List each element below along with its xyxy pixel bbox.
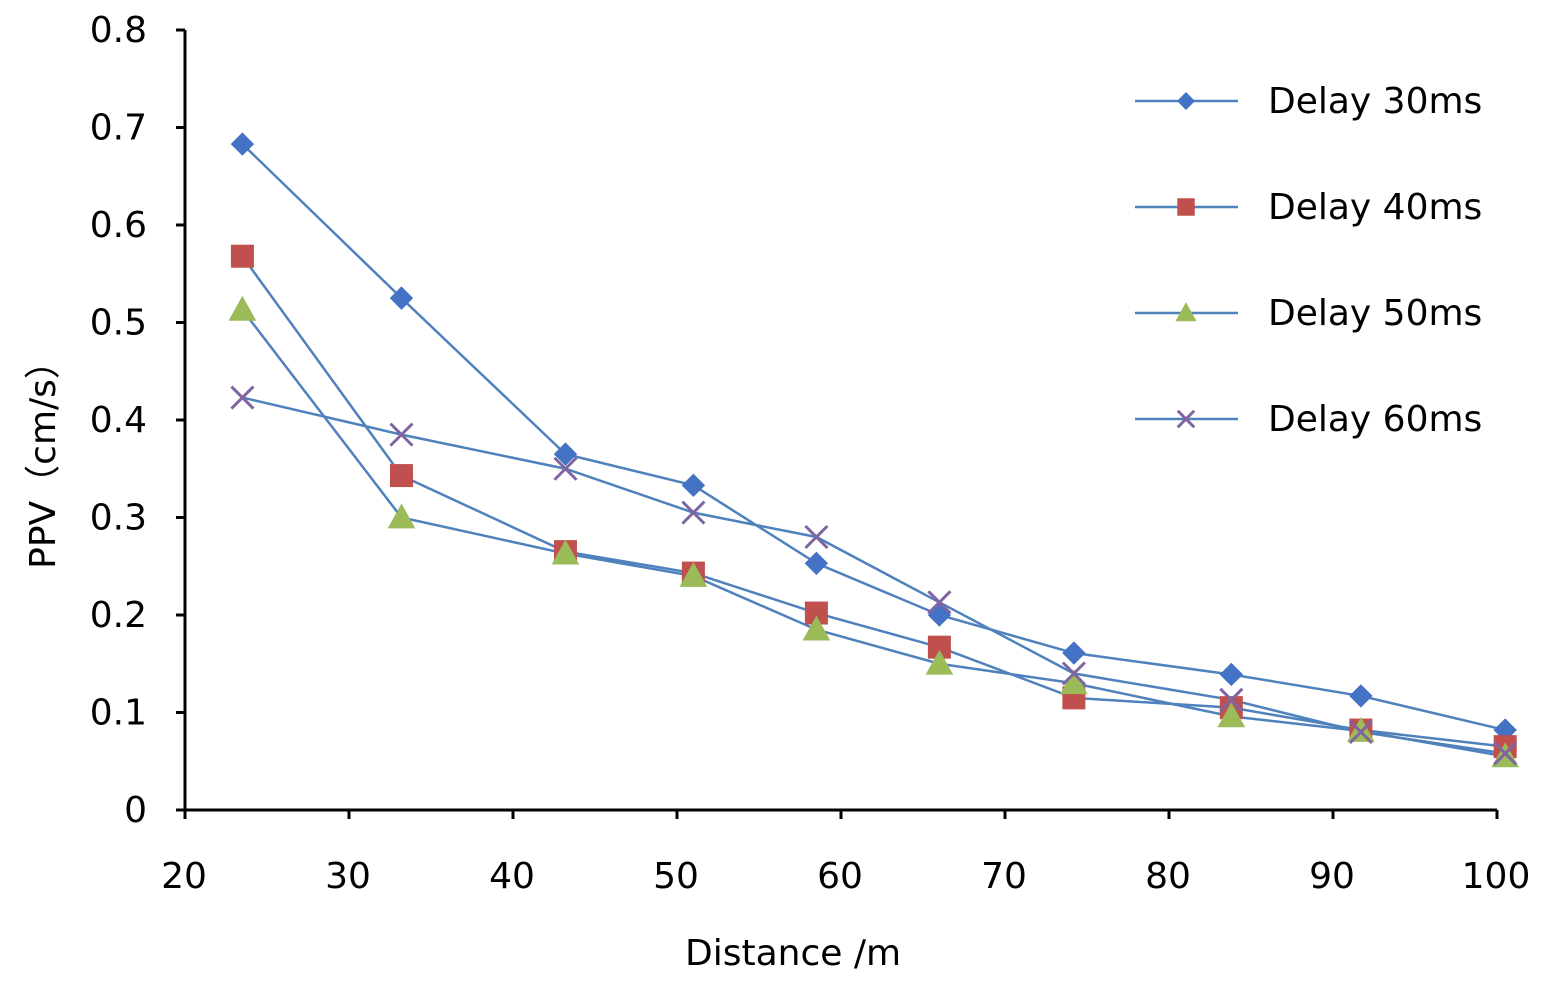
data-point-delay-60ms [389,422,414,447]
data-point-delay-50ms [925,649,954,675]
data-point-delay-60ms [1348,719,1373,745]
data-point-delay-30ms [1062,641,1086,665]
data-point-delay-30ms [681,473,706,498]
series-lines [241,143,1506,758]
x-stroke [230,385,255,410]
y-tick-label: 0 [124,790,147,831]
legend-marker [1177,92,1195,110]
legend-item-delay-50ms: Delay 50ms [1135,293,1482,334]
data-point-delay-30ms [804,551,829,576]
data-point-delay-60ms [230,385,255,410]
y-tick-label: 0.5 [90,303,147,344]
legend-item-delay-40ms: Delay 40ms [1135,187,1482,228]
data-point-delay-50ms [802,615,831,641]
data-point-delay-30ms [230,132,255,156]
data-point-delay-60ms [1061,661,1086,686]
legend-label: Delay 30ms [1268,81,1482,122]
data-point-delay-40ms [230,244,254,268]
x-stroke [389,422,414,447]
data-point-delay-30ms [1219,662,1244,687]
x-tick-label: 20 [161,856,207,897]
y-axis-ticks: 0 0.1 0.2 0.3 0.4 0.5 0.6 0.7 0.8 [90,10,185,831]
x-stroke [1348,719,1373,745]
series-line-delay-50ms [241,309,1506,758]
x-stroke [681,500,706,525]
x-tick-label: 30 [325,856,371,897]
x-stroke [1061,661,1086,686]
data-point-delay-50ms [387,503,416,529]
series-line-delay-60ms [242,396,1506,755]
y-tick-label: 0.1 [90,693,147,734]
x-stroke [1176,409,1196,429]
x-stroke [804,524,829,550]
x-axis-label: Distance /m [685,933,901,974]
legend-marker [1177,198,1195,216]
x-stroke [553,456,578,481]
series-line-delay-30ms [241,143,1506,732]
data-point-delay-40ms [389,464,413,488]
data-point-delay-50ms [1347,716,1375,742]
data-point-delay-60ms [553,456,578,481]
data-point-delay-30ms [1349,684,1373,708]
data-point-delay-60ms [681,500,706,525]
x-tick-label: 40 [489,856,535,897]
legend-label: Delay 60ms [1268,399,1482,440]
legend-label: Delay 40ms [1268,187,1482,228]
x-tick-label: 90 [1309,856,1355,897]
x-stroke [927,590,952,615]
y-axis-label: PPV（cm/s） [23,343,64,569]
x-tick-label: 100 [1462,856,1531,897]
x-tick-label: 80 [1145,856,1191,897]
y-tick-label: 0.2 [90,595,147,636]
data-point-delay-60ms [804,524,829,550]
data-point-delay-50ms [228,295,257,321]
data-point-delay-50ms [679,561,708,587]
data-point-delay-30ms [553,442,578,466]
legend-label: Delay 50ms [1268,293,1482,334]
x-stroke [1219,687,1244,712]
data-point-delay-50ms [551,539,580,565]
data-point-delay-60ms [1219,687,1244,712]
y-tick-label: 0.8 [90,10,147,51]
legend-item-delay-30ms: Delay 30ms [1135,81,1482,122]
y-tick-label: 0.3 [90,498,147,539]
legend: Delay 30ms Delay 40ms Delay 50ms Delay 60ms [1135,81,1482,440]
series-line-delay-40ms [241,255,1506,748]
legend-item-delay-60ms: Delay 60ms [1135,399,1482,440]
series-markers [228,132,1520,768]
y-tick-label: 0.6 [90,205,147,246]
x-axis-ticks: 20 30 40 50 60 70 80 90 100 [161,810,1530,897]
legend-marker [1175,302,1197,322]
x-tick-label: 70 [981,856,1027,897]
x-stroke [1493,741,1518,766]
y-tick-label: 0.4 [90,400,147,441]
data-point-delay-50ms [1217,702,1246,728]
data-point-delay-30ms [389,286,414,310]
y-tick-label: 0.7 [90,108,147,149]
data-point-delay-60ms [927,590,952,615]
x-tick-label: 60 [817,856,863,897]
x-tick-label: 50 [653,856,699,897]
data-point-delay-60ms [1493,741,1518,766]
legend-marker [1176,409,1196,429]
